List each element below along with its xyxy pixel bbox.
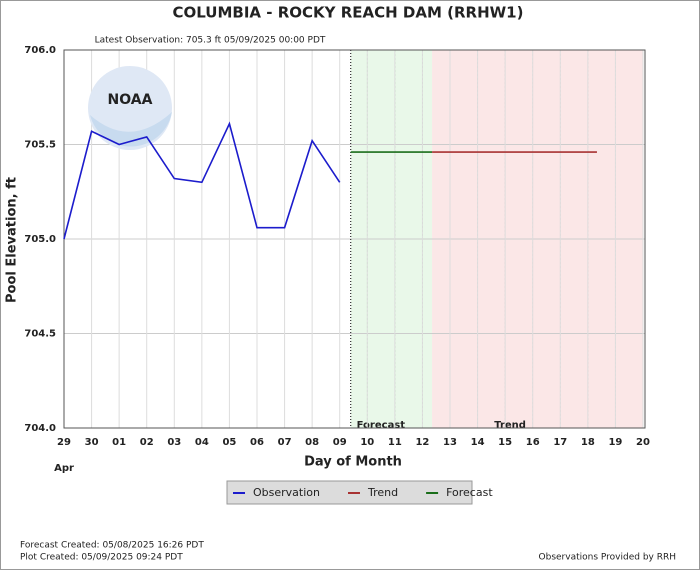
region-label: Forecast — [357, 420, 406, 431]
x-tick-label: 08 — [305, 437, 319, 448]
x-tick-label: 12 — [415, 437, 429, 448]
x-tick-label: 19 — [608, 437, 622, 448]
x-tick-label: 01 — [112, 437, 126, 448]
chart-title: COLUMBIA - ROCKY REACH DAM (RRHW1) — [173, 4, 524, 22]
x-axis-label: Day of Month — [304, 455, 402, 470]
y-tick-label: 704.0 — [24, 423, 56, 434]
footer-text: Forecast Created: 05/08/2025 16:26 PDT — [20, 541, 204, 551]
x-tick-label: 05 — [222, 437, 236, 448]
footer-text: Plot Created: 05/09/2025 09:24 PDT — [20, 553, 183, 563]
x-tick-label: 18 — [581, 437, 595, 448]
x-tick-label: 10 — [360, 437, 374, 448]
y-tick-label: 706.0 — [24, 45, 56, 56]
legend-label: Forecast — [446, 486, 493, 499]
y-tick-label: 705.5 — [24, 140, 56, 151]
x-tick-label: 14 — [471, 437, 485, 448]
logo-text: NOAA — [108, 92, 153, 108]
x-tick-label: 11 — [388, 437, 402, 448]
x-tick-label: 09 — [333, 437, 347, 448]
x-tick-label: 06 — [250, 437, 264, 448]
subtitle: Latest Observation: 705.3 ft 05/09/2025 … — [95, 36, 326, 46]
x-tick-label: 13 — [443, 437, 457, 448]
x-tick-label: 15 — [498, 437, 512, 448]
legend-label: Trend — [367, 486, 398, 499]
legend-items: Observation Trend Forecast — [233, 486, 493, 499]
legend-label: Observation — [253, 486, 320, 499]
legend: Observation Trend Forecast — [226, 480, 493, 505]
y-tick-label: 704.5 — [24, 329, 56, 340]
y-axis-label: Pool Elevation, ft — [5, 177, 20, 303]
x-tick-label: 17 — [553, 437, 567, 448]
x-tick-label: 29 — [57, 437, 71, 448]
x-tick-label: 03 — [167, 437, 181, 448]
x-tick-label: 07 — [278, 437, 292, 448]
y-tick-label: 705.0 — [24, 234, 56, 245]
x-tick-label: 04 — [195, 437, 209, 448]
x-tick-label: 02 — [140, 437, 154, 448]
x-tick-label: 16 — [526, 437, 540, 448]
x-tick-label: 30 — [85, 437, 99, 448]
x-tick-label: 20 — [636, 437, 650, 448]
plot-area: Forecast Trend NOAA 704.0 704.5 705.0 705.5 706… — [24, 45, 650, 448]
region-label: Trend — [494, 420, 526, 431]
month-label: Apr — [54, 463, 74, 474]
footer-text: Observations Provided by RRH — [539, 553, 676, 563]
series-line — [63, 121, 341, 240]
logo — [90, 112, 172, 147]
